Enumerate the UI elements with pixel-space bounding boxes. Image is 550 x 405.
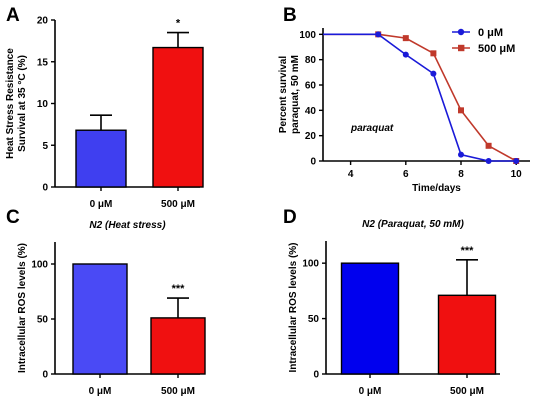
data-point (375, 31, 382, 38)
legend-label: 500 μM (478, 43, 515, 55)
category-label: 500 μM (161, 199, 195, 210)
bar-a-1 (152, 46, 204, 188)
data-point (485, 158, 492, 164)
data-point (402, 35, 409, 42)
y-tick-label: 0 (42, 183, 48, 194)
category-label: 500 μM (450, 386, 484, 397)
data-point (430, 70, 437, 77)
x-tick-label: 10 (511, 169, 523, 180)
bar-a-0 (75, 129, 127, 188)
data-point (485, 142, 492, 149)
panel-letter-a: A (6, 5, 20, 26)
y-tick-label: 100 (299, 30, 316, 41)
y-axis-title: paraquat, 50 mM (290, 55, 301, 134)
y-tick-label: 0 (310, 157, 316, 168)
significance-marker: *** (461, 245, 475, 257)
plot-annotation: paraquat (350, 123, 394, 134)
panel-letter-c: C (6, 207, 20, 228)
y-tick-label: 100 (31, 260, 48, 271)
x-tick-label: 8 (458, 169, 464, 180)
chart-title: N2 (Heat stress) (89, 220, 166, 231)
panel-letter-d: D (283, 207, 297, 228)
y-tick-label: 10 (37, 99, 49, 110)
y-tick-label: 5 (42, 141, 48, 152)
legend-label: 0 μM (478, 27, 503, 39)
y-tick-label: 20 (37, 16, 49, 27)
data-point (402, 51, 409, 58)
data-point (513, 158, 520, 164)
data-point (458, 107, 464, 114)
x-tick-label: 6 (403, 169, 409, 180)
y-axis-title: Heat Stress Resistance (5, 48, 16, 159)
bar-d-0 (340, 262, 400, 375)
y-tick-label: 80 (305, 55, 317, 66)
y-axis-title: Survival at 35 °C (%) (17, 55, 28, 152)
y-tick-label: 60 (305, 81, 317, 92)
y-axis-title: Intracellular ROS levels (%) (17, 243, 28, 373)
legend-marker (457, 28, 465, 36)
y-tick-label: 50 (308, 314, 320, 325)
y-tick-label: 50 (37, 315, 49, 326)
data-point (430, 50, 437, 57)
y-tick-label: 100 (302, 259, 319, 270)
category-label: 0 μM (89, 386, 112, 397)
bar-c-0 (72, 263, 128, 375)
y-tick-label: 0 (313, 370, 319, 381)
x-tick-label: 4 (348, 169, 354, 180)
significance-marker: *** (172, 283, 186, 295)
y-tick-label: 0 (42, 370, 48, 381)
bar-d-1 (437, 294, 497, 375)
category-label: 0 μM (359, 386, 382, 397)
y-tick-label: 15 (37, 57, 49, 68)
legend-marker (458, 44, 465, 52)
chart-title: N2 (Paraquat, 50 mM) (362, 219, 464, 230)
y-axis-title: Percent survival (278, 56, 289, 133)
bar-c-1 (150, 317, 206, 375)
significance-marker: * (176, 18, 181, 30)
y-tick-label: 20 (305, 131, 317, 142)
data-point (458, 151, 464, 158)
category-label: 500 μM (161, 386, 195, 397)
category-label: 0 μM (90, 199, 113, 210)
panel-letter-b: B (283, 5, 297, 26)
y-axis-title: Intracellular ROS levels (%) (288, 242, 299, 372)
x-axis-title: Time/days (412, 183, 461, 194)
y-tick-label: 40 (305, 106, 317, 117)
